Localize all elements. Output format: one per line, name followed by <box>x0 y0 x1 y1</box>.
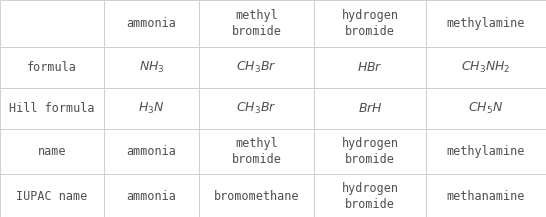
Bar <box>199 47 314 88</box>
Text: ammonia: ammonia <box>127 190 176 203</box>
Bar <box>314 47 426 88</box>
Bar <box>0 47 104 88</box>
Text: $CH_3NH_2$: $CH_3NH_2$ <box>461 60 511 75</box>
Bar <box>104 88 199 129</box>
Text: $CH_5N$: $CH_5N$ <box>468 101 503 116</box>
Text: $CH_3Br$: $CH_3Br$ <box>236 60 277 75</box>
Text: Hill formula: Hill formula <box>9 102 94 115</box>
Text: hydrogen
bromide: hydrogen bromide <box>341 137 399 166</box>
Bar <box>104 47 199 88</box>
Bar <box>104 0 199 47</box>
Text: $CH_3Br$: $CH_3Br$ <box>236 101 277 116</box>
Bar <box>314 129 426 174</box>
Bar <box>199 88 314 129</box>
Bar <box>199 0 314 47</box>
Bar <box>314 88 426 129</box>
Bar <box>199 174 314 217</box>
Text: $BrH$: $BrH$ <box>358 102 382 115</box>
Bar <box>314 0 426 47</box>
Bar <box>199 129 314 174</box>
Text: formula: formula <box>27 61 77 74</box>
Text: name: name <box>38 145 66 158</box>
Bar <box>104 129 199 174</box>
Bar <box>0 174 104 217</box>
Bar <box>426 0 546 47</box>
Bar <box>426 174 546 217</box>
Text: methanamine: methanamine <box>447 190 525 203</box>
Text: $NH_3$: $NH_3$ <box>139 60 164 75</box>
Text: hydrogen
bromide: hydrogen bromide <box>341 182 399 211</box>
Bar <box>426 129 546 174</box>
Text: ammonia: ammonia <box>127 17 176 30</box>
Text: $HBr$: $HBr$ <box>357 61 383 74</box>
Text: ammonia: ammonia <box>127 145 176 158</box>
Text: methyl
bromide: methyl bromide <box>232 137 282 166</box>
Bar <box>314 174 426 217</box>
Text: IUPAC name: IUPAC name <box>16 190 87 203</box>
Bar <box>0 88 104 129</box>
Text: bromomethane: bromomethane <box>214 190 299 203</box>
Bar <box>426 88 546 129</box>
Text: methylamine: methylamine <box>447 145 525 158</box>
Text: hydrogen
bromide: hydrogen bromide <box>341 9 399 38</box>
Bar <box>0 0 104 47</box>
Text: methylamine: methylamine <box>447 17 525 30</box>
Bar <box>426 47 546 88</box>
Text: $H_3N$: $H_3N$ <box>138 101 165 116</box>
Bar <box>0 129 104 174</box>
Bar <box>104 174 199 217</box>
Text: methyl
bromide: methyl bromide <box>232 9 282 38</box>
